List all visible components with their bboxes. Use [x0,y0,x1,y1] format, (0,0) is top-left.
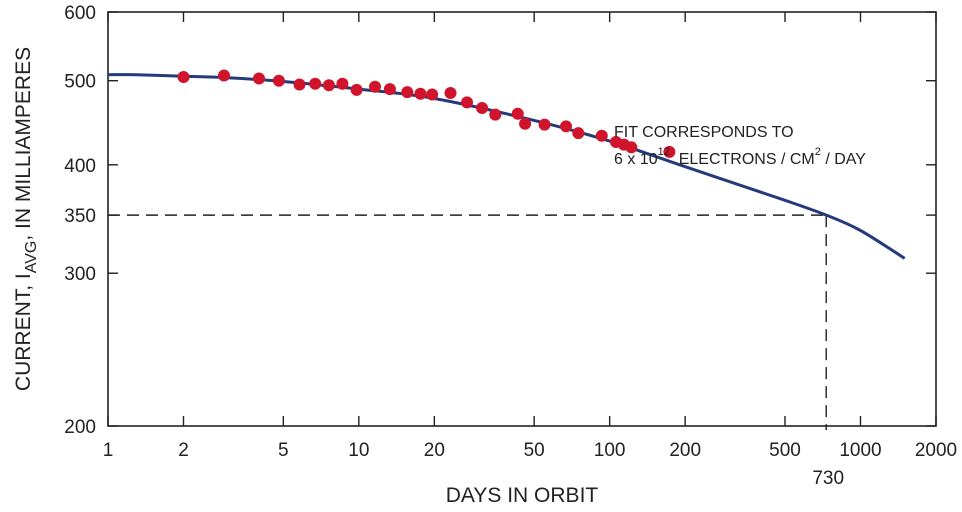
data-point [401,86,414,99]
x-tick-label: 1000 [839,440,881,461]
annotation-base-text: 6 x 10 [614,151,658,168]
y-axis-title-prefix: CURRENT, I [12,273,35,391]
data-points-group [177,69,676,158]
data-point [625,141,638,154]
fit-annotation-line2: 6 x 1012 ELECTRONS / CM2 / DAY [614,146,866,168]
x-tick-label: 2 [178,440,189,461]
reference-x-label: 730 [812,468,844,489]
data-point [293,78,306,91]
x-axis-title: DAYS IN ORBIT [446,484,599,507]
data-point [663,145,676,158]
data-point [177,70,190,83]
y-tick-label: 600 [64,3,96,24]
data-point [595,129,608,142]
y-axis-title-suffix: , IN MILLIAMPERES [12,47,35,241]
data-point [414,87,427,100]
data-point [489,108,502,121]
annotation-exponent: 12 [658,146,670,158]
data-point [368,80,381,93]
annotation-per-day: / DAY [821,151,866,168]
data-point [322,79,335,92]
annotation-units-exponent: 2 [815,146,821,158]
y-tick-label: 300 [64,264,96,285]
y-tick-label: 500 [64,72,96,93]
y-tick-label: 400 [64,156,96,177]
y-axis-title: CURRENT, IAVG, IN MILLIAMPERES [12,47,40,391]
data-point [511,107,524,120]
data-point [461,96,474,109]
data-point [217,69,230,82]
x-tick-label: 5 [278,440,289,461]
x-axis-ticks: 1 2 5 10 20 50 100 200 500 1000 2000 [103,12,957,461]
x-tick-label: 20 [424,440,445,461]
data-point [272,74,285,87]
data-point [444,86,457,99]
data-point [426,88,439,101]
x-tick-label: 200 [669,440,701,461]
plot-frame [107,11,937,427]
data-point [538,118,551,131]
data-point [253,72,266,85]
x-tick-label: 1 [103,440,114,461]
x-tick-label: 100 [594,440,626,461]
data-point [350,83,363,96]
annotation-units-text: ELECTRONS / CM [670,151,815,168]
reference-lines: 730 [108,214,844,489]
y-axis-title-subscript: AVG [23,241,40,274]
y-tick-label: 200 [64,417,96,438]
data-point [476,102,489,115]
x-tick-label: 2000 [915,440,957,461]
y-tick-label: 350 [64,206,96,227]
x-tick-label: 50 [524,440,545,461]
x-tick-label: 10 [348,440,369,461]
fit-annotation-line1: FIT CORRESPONDS TO [614,124,794,141]
x-tick-label: 500 [769,440,801,461]
data-point [383,83,396,96]
y-axis-ticks: 200 300 350 400 500 600 [64,3,936,438]
data-point [336,77,349,90]
data-point [519,117,532,130]
data-point [560,120,573,133]
data-point [309,77,322,90]
data-point [572,127,585,140]
